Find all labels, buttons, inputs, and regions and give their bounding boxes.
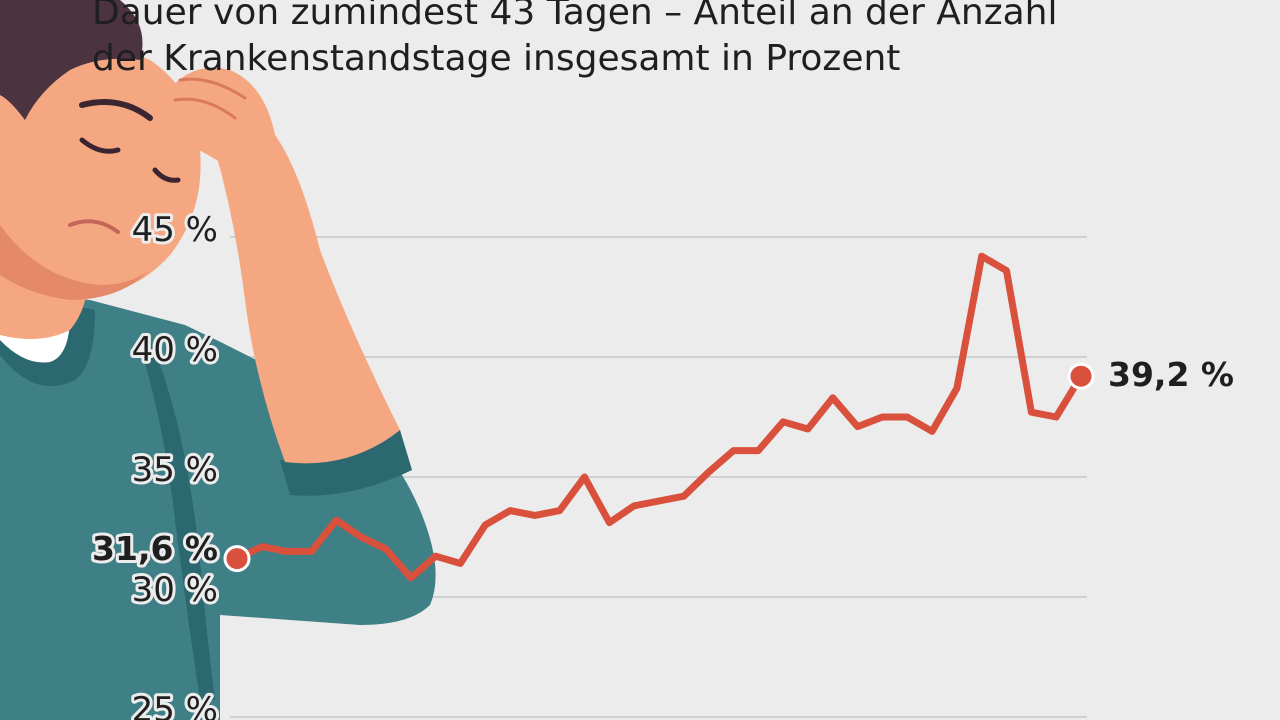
y-tick-label: 45 %	[132, 210, 218, 250]
chart-title-line-1: Dauer von zumindest 43 Tagen – Anteil an…	[92, 0, 1057, 33]
hand-shape	[164, 67, 275, 165]
sleeve-cuff-shape	[280, 430, 412, 496]
arm-shape	[215, 130, 400, 464]
end-value-label: 39,2 %	[1108, 355, 1234, 394]
start-point-marker	[223, 545, 251, 573]
eye-shape	[79, 137, 121, 154]
hair-shape	[0, 0, 143, 120]
y-tick-label: 25 %	[132, 690, 218, 720]
chart-title-line-2: der Krankenstandstage insgesamt in Proze…	[92, 38, 900, 79]
shirt-fold-shape	[140, 340, 215, 700]
end-point-marker	[1067, 362, 1095, 390]
jaw-shadow-shape	[0, 225, 150, 300]
series-line	[233, 252, 1085, 582]
y-axis-tick-labels: 45 % 40 % 35 % 30 % 25 %	[129, 207, 221, 720]
y-tick-label: 40 %	[132, 330, 218, 370]
mouth-shape	[68, 219, 120, 234]
finger-line-shape	[173, 97, 237, 120]
series	[223, 252, 1095, 582]
y-tick-label: 35 %	[132, 450, 218, 490]
start-value-label: 31,6 %	[92, 529, 218, 568]
eyebrow-shape	[79, 99, 153, 121]
finger-line-shape	[178, 77, 247, 100]
tired-man-holding-head-illustration	[0, 0, 436, 720]
head-shape	[0, 33, 201, 296]
y-tick-label: 30 %	[132, 570, 218, 610]
eye-shape	[152, 167, 181, 183]
